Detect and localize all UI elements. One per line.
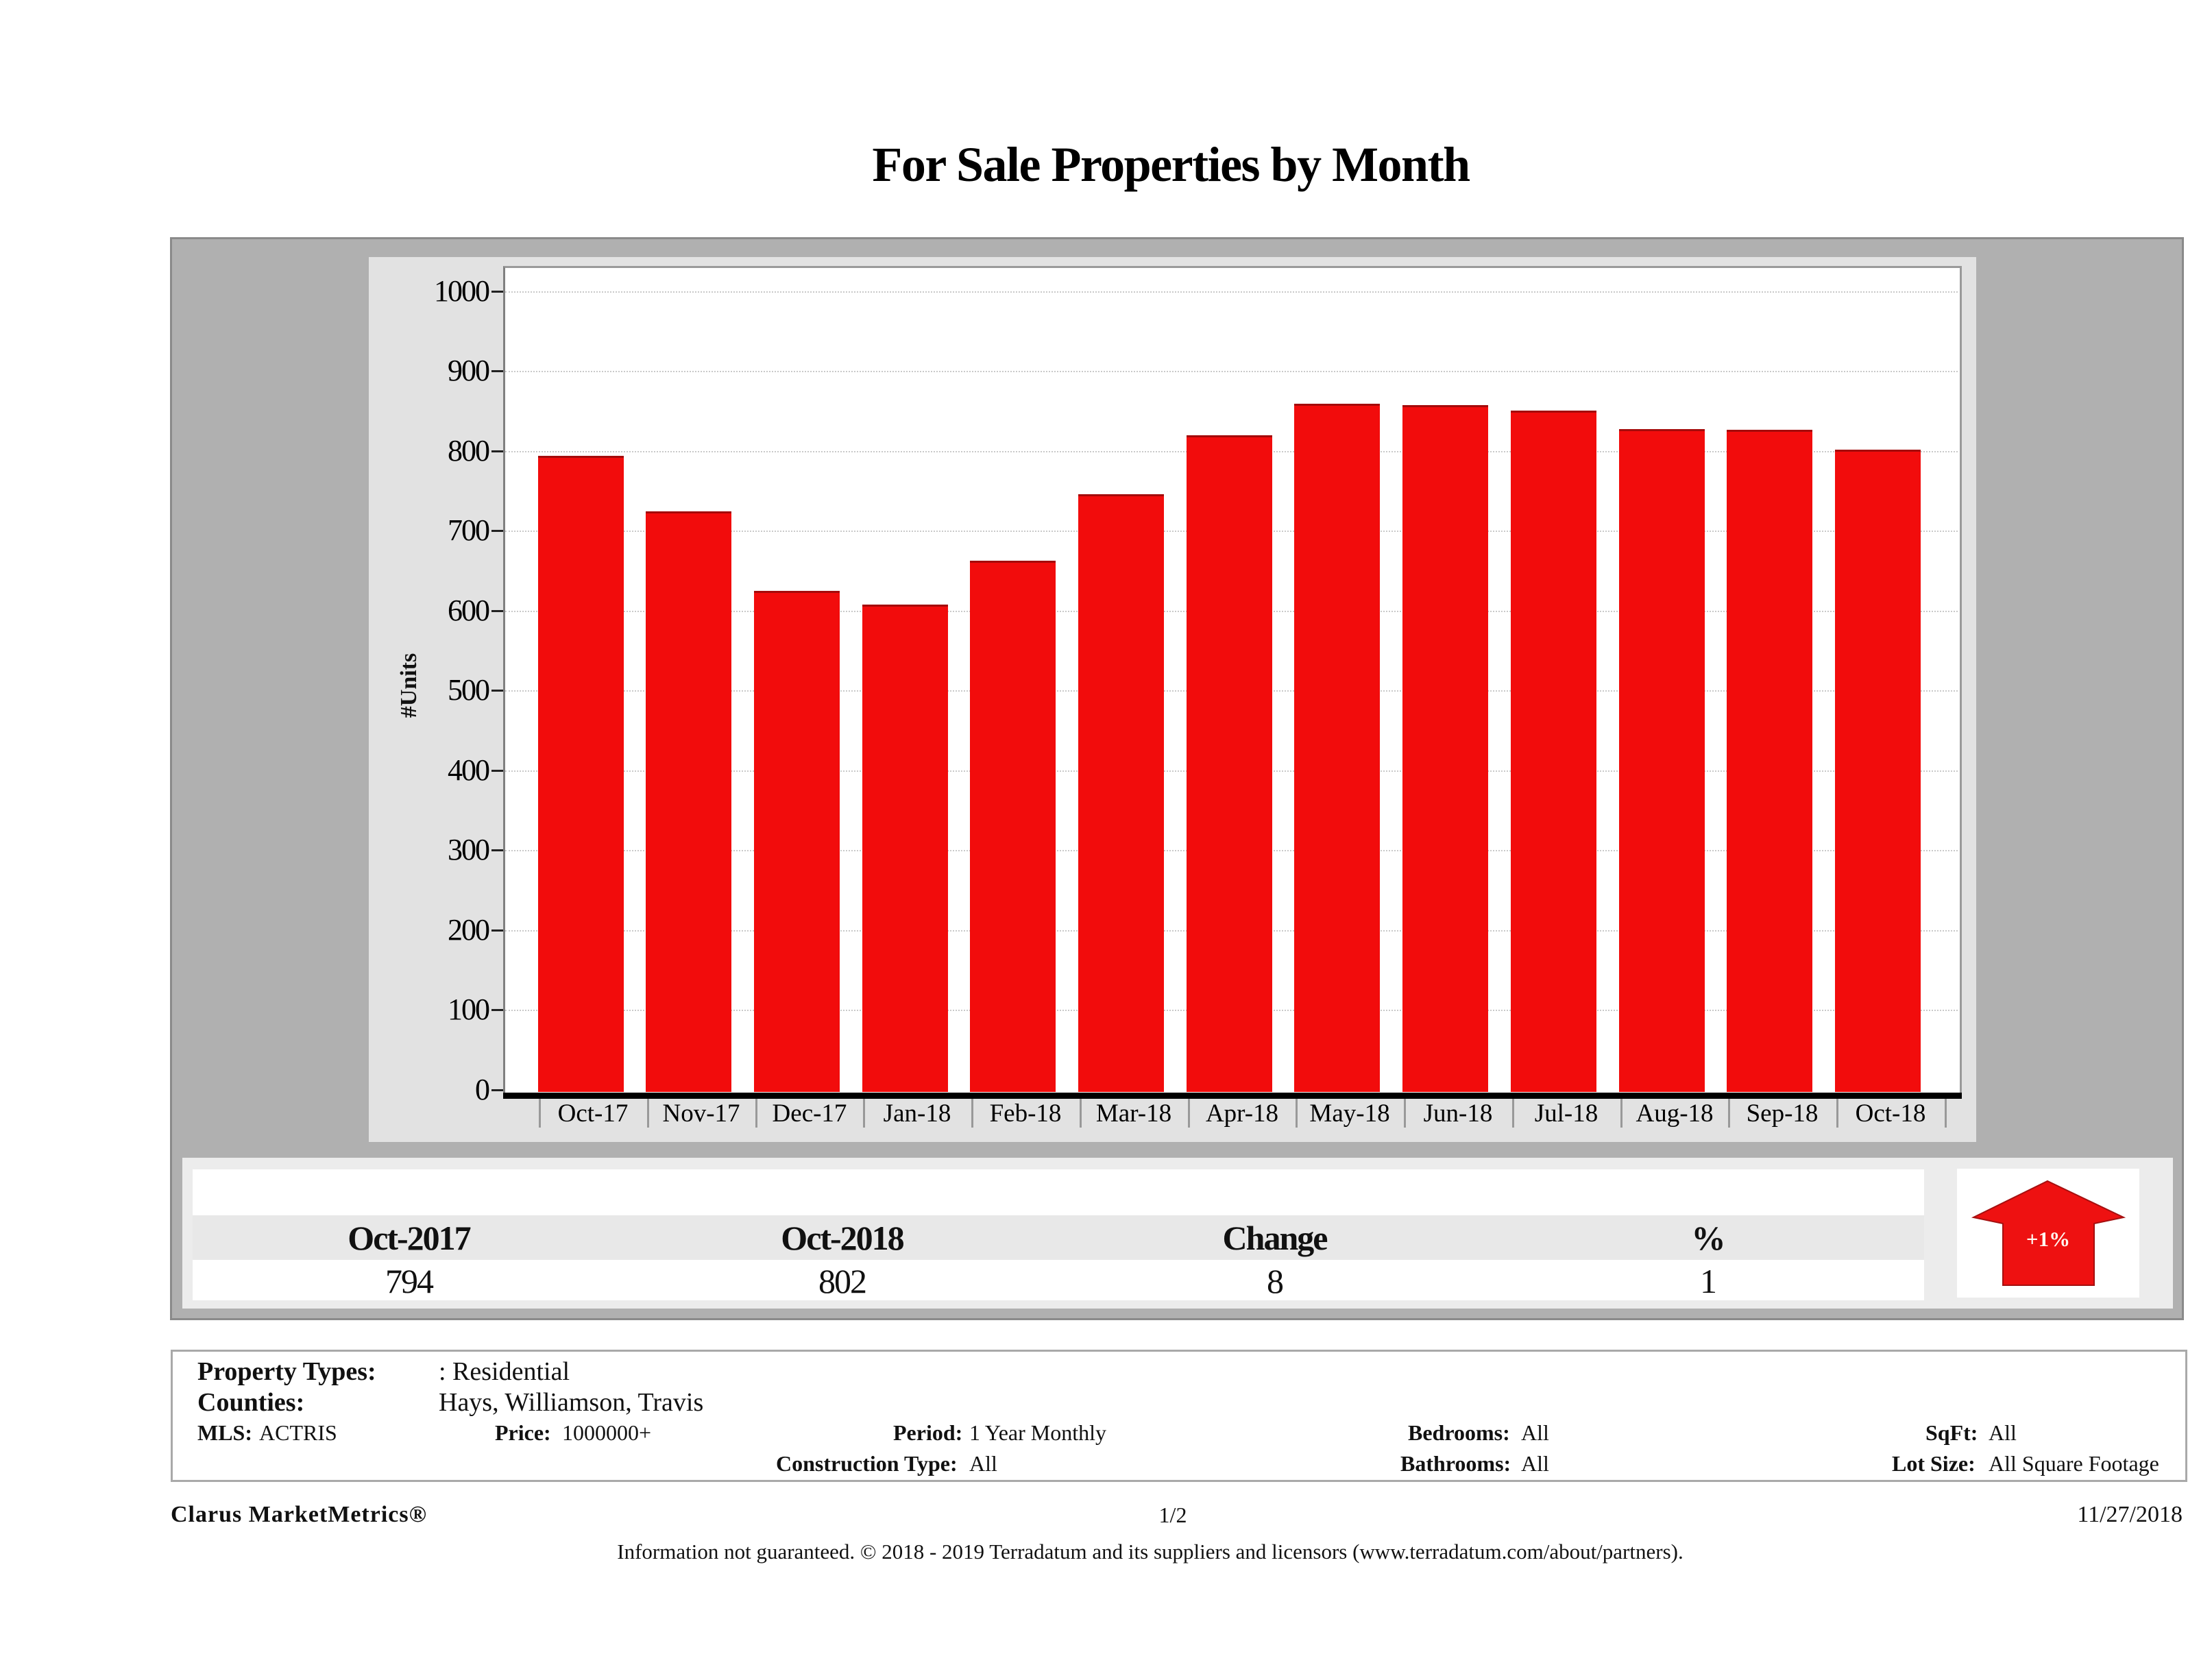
svg-text:+1%: +1% <box>2026 1227 2070 1251</box>
